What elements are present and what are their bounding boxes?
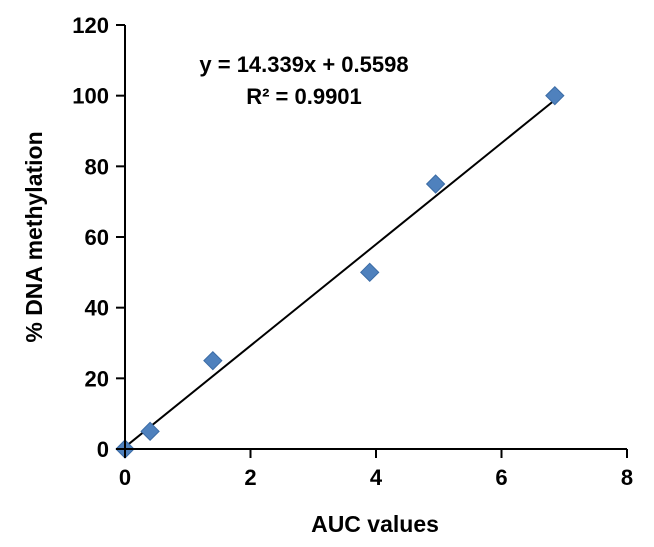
data-point (360, 262, 380, 283)
x-tick-label: 8 (621, 465, 633, 490)
x-tick-label: 6 (495, 465, 507, 490)
r-squared-label: R² = 0.9901 (246, 84, 362, 109)
data-point (140, 421, 160, 442)
data-point (425, 174, 446, 194)
y-tick-label: 120 (72, 13, 109, 38)
x-tick-label: 0 (119, 465, 131, 490)
x-tick-label: 2 (244, 465, 256, 490)
data-points (115, 85, 565, 459)
y-tick-label: 20 (85, 366, 109, 391)
y-tick-label: 100 (72, 84, 109, 109)
data-point (545, 85, 565, 106)
y-axis-title: % DNA methylation (21, 131, 47, 342)
trendline-equation: y = 14.339x + 0.5598 (199, 52, 408, 77)
trendline-layer (124, 99, 556, 448)
y-tick-label: 0 (97, 437, 109, 462)
y-tick-label: 80 (85, 154, 109, 179)
x-tick-label: 4 (370, 465, 383, 490)
data-point (203, 350, 223, 371)
y-tick-label: 40 (85, 296, 109, 321)
x-axis-title: AUC values (311, 511, 439, 537)
axes: 0 20 40 60 80 100 120 0 2 4 6 8 (72, 13, 633, 490)
y-tick-label: 60 (85, 225, 109, 250)
trendline (124, 99, 556, 448)
